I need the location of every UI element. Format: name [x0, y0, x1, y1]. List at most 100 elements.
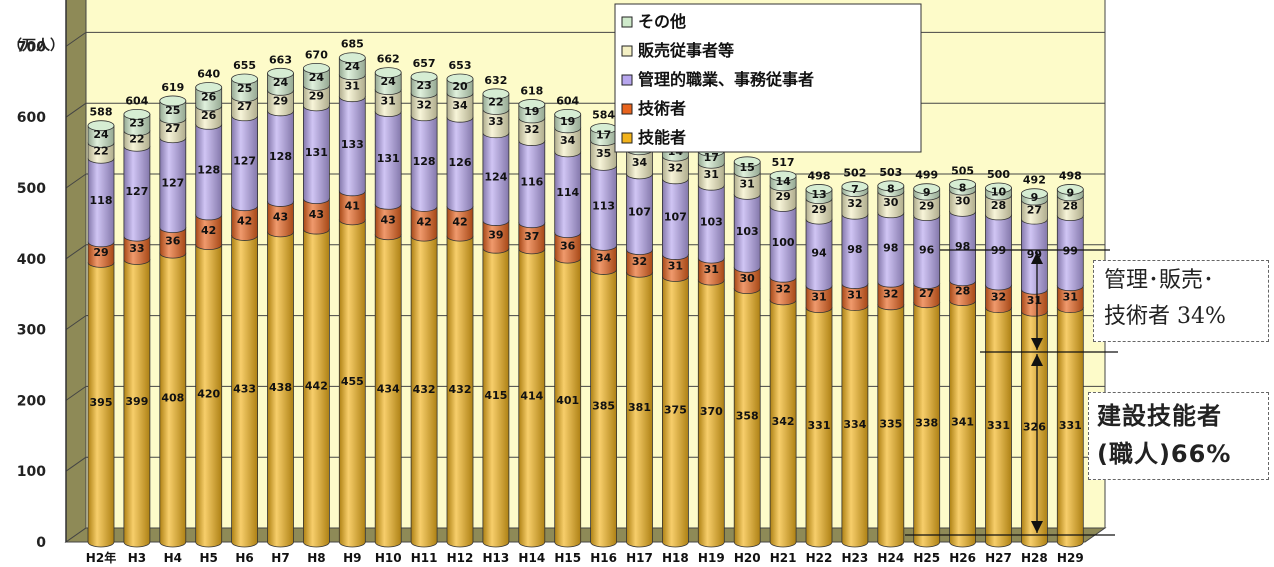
bar-value-label: 114: [556, 186, 579, 199]
bar-value-label: 34: [452, 99, 468, 112]
bar-segment: [518, 222, 546, 255]
x-tick-label: H23: [842, 551, 869, 565]
bar-value-label: 24: [93, 128, 109, 141]
bar-value-label: 432: [413, 383, 436, 396]
bar-value-label: 98: [847, 243, 862, 256]
bar-value-label: 414: [520, 389, 543, 402]
x-tick-label: H21: [770, 551, 797, 565]
bar-segment: [195, 244, 223, 548]
x-tick-label: H8: [307, 551, 325, 565]
bar-segment: [159, 118, 187, 144]
bar-total-label: 499: [915, 169, 938, 182]
bar-value-label: 8: [959, 181, 967, 194]
x-tick-label: H12: [447, 551, 474, 565]
bar-segment: [87, 125, 115, 149]
bar-value-label: 43: [273, 211, 288, 224]
bar-value-label: 116: [520, 176, 543, 189]
bar-value-label: 9: [1066, 187, 1074, 200]
legend-swatch: [621, 132, 633, 144]
bar-segment: [985, 284, 1012, 314]
bar-value-label: 20: [452, 80, 468, 93]
bar-value-label: 19: [524, 105, 539, 118]
bar-segment: [554, 127, 582, 158]
bar-segment: [267, 110, 294, 207]
bar-segment: [985, 194, 1012, 221]
bar-total-label: 498: [1059, 169, 1082, 182]
bar-value-label: 34: [596, 251, 612, 264]
bar-value-label: 341: [951, 415, 974, 428]
bar-segment: [410, 206, 438, 242]
y-axis-unit-label: （万人）: [8, 37, 64, 54]
bar-value-label: 103: [736, 225, 759, 238]
bar-value-label: 118: [90, 194, 113, 207]
bar-value-label: 30: [740, 272, 756, 285]
bar-segment: [123, 145, 151, 242]
bar-value-label: 29: [775, 190, 790, 203]
bar-value-label: 24: [381, 75, 397, 88]
bar-segment: [518, 248, 546, 548]
bar-top-cap: [231, 73, 259, 85]
bar-segment: [123, 113, 151, 137]
bar-segment: [410, 235, 438, 548]
bar-segment: [662, 178, 689, 260]
bar-value-label: 331: [987, 419, 1010, 432]
bar-value-label: 438: [269, 381, 292, 394]
bar-value-label: 15: [740, 161, 755, 174]
bar-value-label: 28: [955, 285, 970, 298]
bar-value-label: 32: [775, 283, 790, 296]
bar-value-label: 94: [811, 246, 827, 259]
bar-segment: [949, 210, 976, 287]
bar-total-label: 670: [305, 48, 328, 61]
bar-segment: [518, 117, 546, 146]
x-tick-label: H16: [590, 551, 617, 565]
bar-value-label: 25: [165, 104, 180, 117]
y-tick-label: 200: [17, 393, 46, 409]
bar-top-cap: [877, 180, 905, 192]
bar-value-label: 24: [345, 60, 361, 73]
bar-segment: [303, 105, 330, 205]
bracket-arrow-lower-head-bottom: [1031, 521, 1043, 533]
bar-value-label: 326: [1023, 421, 1046, 434]
gridline: [65, 315, 87, 331]
bar-value-label: 33: [488, 115, 503, 128]
bar-value-label: 29: [309, 90, 324, 103]
bar-segment: [231, 78, 258, 103]
bar-value-label: 127: [233, 155, 256, 168]
annotation-upper-line2: 技術者 34%: [1104, 304, 1226, 329]
bar-value-label: 29: [273, 95, 288, 108]
bar-value-label: 22: [93, 144, 108, 157]
bar-value-label: 128: [269, 150, 292, 163]
bar-segment: [949, 300, 976, 548]
bar-total-label: 632: [484, 74, 507, 87]
bar-segment: [267, 201, 294, 238]
x-tick-label: H28: [1021, 551, 1048, 565]
y-tick-label: 500: [17, 181, 46, 197]
legend-label: 販売従事者等: [638, 41, 734, 60]
bar-segment: [123, 130, 151, 152]
bar-value-label: 32: [883, 287, 898, 300]
bar-segment: [805, 198, 833, 225]
bar-value-label: 29: [919, 199, 934, 212]
bar-value-label: 22: [488, 96, 503, 109]
x-tick-label: H17: [626, 551, 653, 565]
bar-segment: [231, 96, 258, 122]
bar-segment: [123, 235, 151, 265]
bar-segment: [1021, 288, 1048, 317]
bar-top-cap: [1021, 188, 1048, 200]
bar-value-label: 128: [413, 155, 436, 168]
bar-value-label: 17: [704, 151, 719, 164]
bar-value-label: 29: [811, 203, 826, 216]
bar-segment: [697, 162, 725, 191]
bar-value-label: 131: [305, 146, 328, 159]
bar-top-cap: [195, 82, 223, 93]
bar-value-label: 433: [233, 383, 256, 396]
bar-segment: [841, 283, 869, 311]
bar-segment: [482, 247, 510, 548]
bar-value-label: 27: [1027, 204, 1042, 217]
bar-value-label: 42: [452, 215, 467, 228]
x-tick-label: H19: [698, 551, 725, 565]
bar-top-cap: [805, 184, 833, 195]
y-tick-label: 0: [36, 535, 46, 551]
x-tick-label: H10: [375, 551, 402, 565]
x-tick-label: H24: [877, 551, 904, 565]
